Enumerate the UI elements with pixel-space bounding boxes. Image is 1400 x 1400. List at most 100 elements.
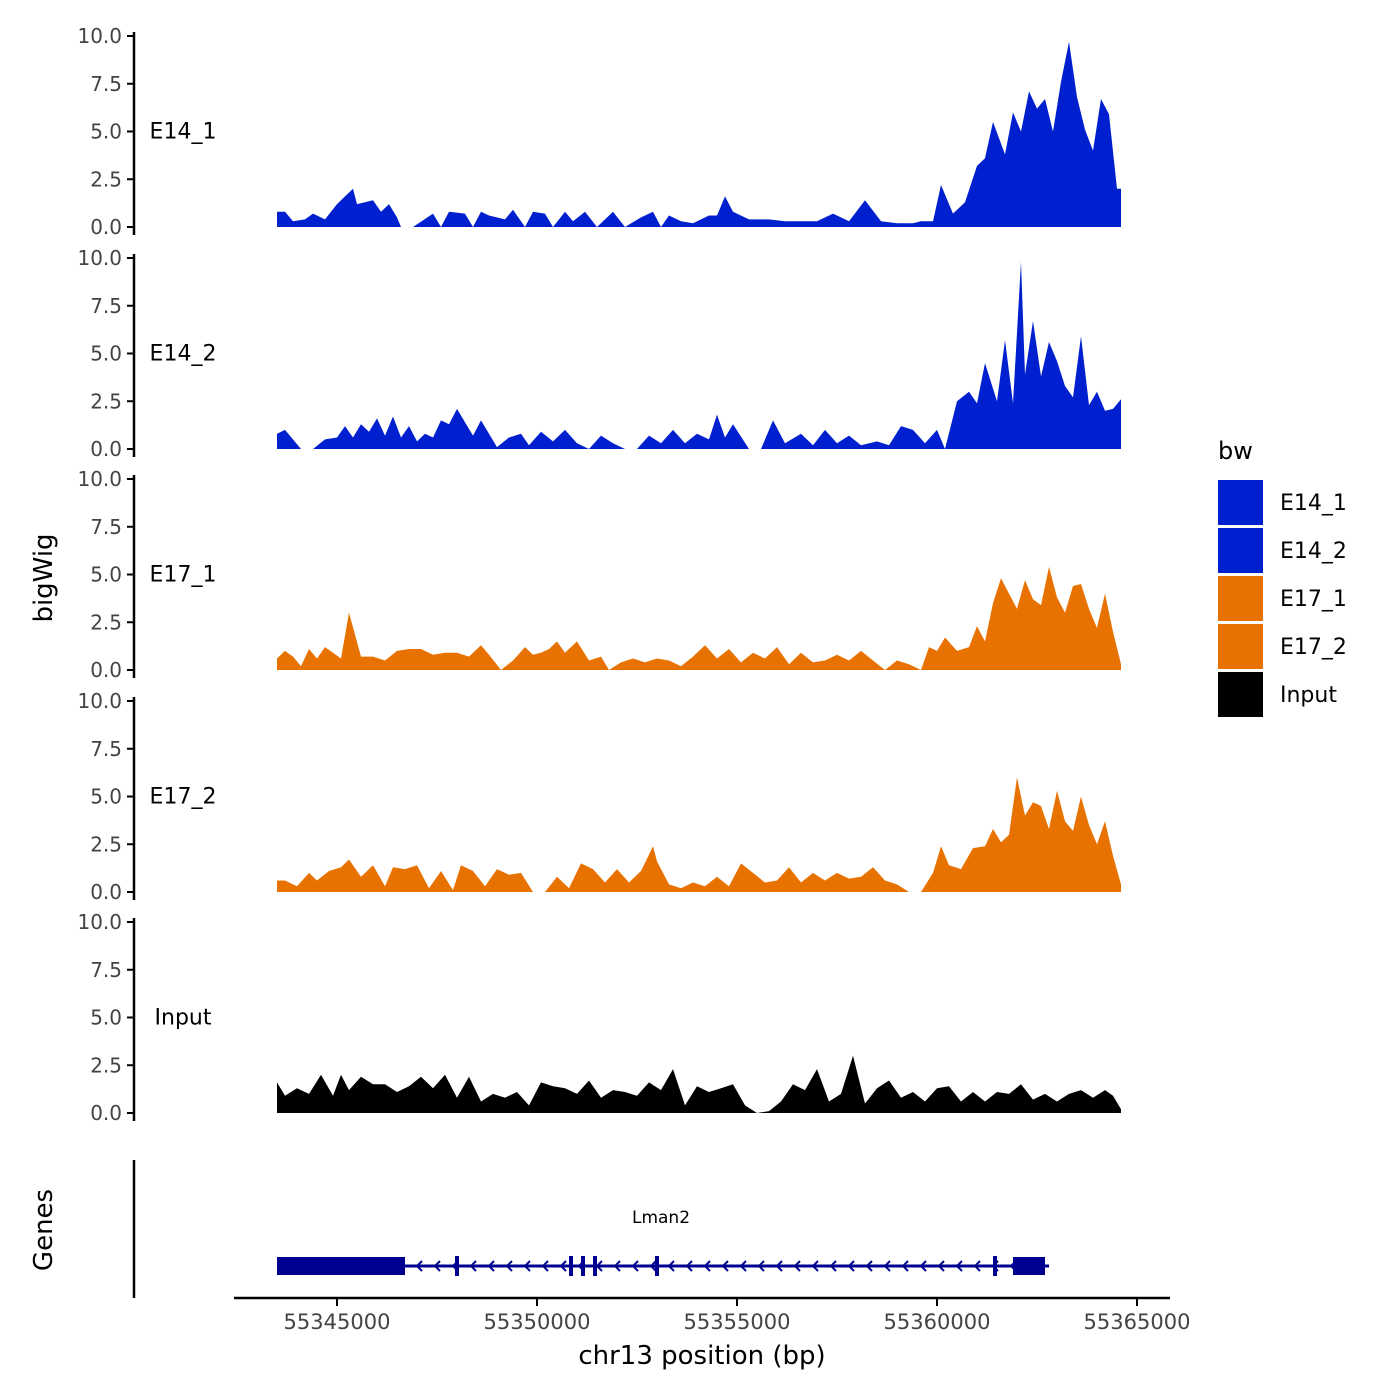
strand-arrow	[739, 1260, 747, 1272]
strand-arrow	[613, 1260, 621, 1272]
legend-label-E14_2: E14_2	[1280, 539, 1347, 564]
strand-arrow	[847, 1260, 855, 1272]
strand-arrow	[415, 1260, 423, 1272]
genes-panel-title: Genes	[29, 1189, 59, 1271]
legend: bw E14_1 E14_2 E17_1 E17_2 Input	[1218, 437, 1347, 717]
y-tick-label: 10.0	[77, 24, 122, 48]
y-tick-label: 10.0	[77, 246, 122, 270]
coverage-area	[277, 1055, 1121, 1113]
strand-arrow	[865, 1260, 873, 1272]
exon	[455, 1256, 459, 1276]
strand-arrow	[793, 1260, 801, 1272]
x-tick-label: 55345000	[284, 1310, 391, 1334]
strand-arrow	[541, 1260, 549, 1272]
exon	[593, 1256, 597, 1276]
track-E14_1: 0.0 2.5 5.0 7.5 10.0 E14_1	[77, 24, 1121, 239]
legend-swatch-E17_2	[1218, 624, 1263, 669]
legend-title: bw	[1218, 437, 1253, 465]
strand-arrow	[919, 1260, 927, 1272]
y-tick-label: 10.0	[77, 910, 122, 934]
strand-arrow	[505, 1260, 513, 1272]
y-tick-label: 5.0	[90, 563, 122, 587]
y-tick-label: 0.0	[90, 880, 122, 904]
exon	[569, 1256, 573, 1276]
y-tick-label: 7.5	[90, 294, 122, 318]
gene-label: Lman2	[632, 1208, 690, 1228]
x-tick-label: 55350000	[484, 1310, 591, 1334]
x-tick-label: 55355000	[684, 1310, 791, 1334]
legend-swatch-E14_2	[1218, 528, 1263, 573]
strand-arrow	[703, 1260, 711, 1272]
y-tick-label: 5.0	[90, 342, 122, 366]
y-tick-label: 2.5	[90, 610, 122, 634]
strand-arrows	[415, 1260, 1017, 1272]
strand-arrow	[883, 1260, 891, 1272]
track-label: E17_1	[150, 563, 217, 588]
legend-swatch-E14_1	[1218, 480, 1263, 525]
track-label: E17_2	[150, 785, 217, 810]
y-tick-label: 2.5	[90, 1053, 122, 1077]
x-axis-title: chr13 position (bp)	[578, 1341, 825, 1371]
y-tick-label: 0.0	[90, 1101, 122, 1125]
strand-arrow	[811, 1260, 819, 1272]
track-E17_2: 0.0 2.5 5.0 7.5 10.0 E17_2	[77, 689, 1121, 904]
legend-swatch-Input	[1218, 672, 1263, 717]
y-tick-label: 5.0	[90, 120, 122, 144]
y-tick-label: 2.5	[90, 832, 122, 856]
y-tick-label: 7.5	[90, 958, 122, 982]
y-tick-label: 0.0	[90, 437, 122, 461]
coverage-area	[277, 41, 1121, 228]
y-tick-label: 5.0	[90, 785, 122, 809]
strand-arrow	[955, 1260, 963, 1272]
track-label: E14_1	[150, 120, 217, 145]
x-tick-label: 55365000	[1084, 1310, 1191, 1334]
track-label: E14_2	[150, 342, 217, 367]
y-axis-title: bigWig	[29, 533, 59, 622]
strand-arrow	[469, 1260, 477, 1272]
y-tick-label: 7.5	[90, 515, 122, 539]
y-tick-label: 10.0	[77, 689, 122, 713]
y-tick-label: 7.5	[90, 72, 122, 96]
exon	[277, 1257, 405, 1275]
exon	[655, 1256, 659, 1276]
y-tick-label: 10.0	[77, 467, 122, 491]
legend-swatch-E17_1	[1218, 576, 1263, 621]
gene-panel: Lman2	[132, 1160, 1049, 1298]
coverage-area	[277, 261, 1121, 449]
exon	[1013, 1257, 1045, 1275]
strand-arrow	[523, 1260, 531, 1272]
y-tick-label: 5.0	[90, 1006, 122, 1030]
strand-arrow	[433, 1260, 441, 1272]
coverage-area	[277, 777, 1121, 892]
x-axis: 55345000 55350000 55355000 55360000 55365000	[234, 1296, 1191, 1334]
bigwig-tracks: 0.0 2.5 5.0 7.5 10.0 E14_1 0.0 2.5 5.0 7.5 10.0 E14…	[77, 24, 1121, 1125]
strand-arrow	[631, 1260, 639, 1272]
exon	[993, 1256, 997, 1276]
strand-arrow	[649, 1260, 657, 1272]
y-tick-label: 0.0	[90, 658, 122, 682]
strand-arrow	[937, 1260, 945, 1272]
strand-arrow	[775, 1260, 783, 1272]
y-tick-label: 2.5	[90, 167, 122, 191]
y-tick-label: 0.0	[90, 215, 122, 239]
strand-arrow	[487, 1260, 495, 1272]
coverage-area	[277, 566, 1121, 670]
strand-arrow	[901, 1260, 909, 1272]
track-Input: 0.0 2.5 5.0 7.5 10.0 Input	[77, 910, 1121, 1125]
track-E17_1: 0.0 2.5 5.0 7.5 10.0 E17_1	[77, 467, 1121, 682]
legend-label-E17_2: E17_2	[1280, 635, 1347, 660]
strand-arrow	[559, 1260, 567, 1272]
y-tick-label: 7.5	[90, 737, 122, 761]
strand-arrow	[685, 1260, 693, 1272]
strand-arrow	[721, 1260, 729, 1272]
gene-Lman2: Lman2	[277, 1208, 1049, 1276]
strand-arrow	[829, 1260, 837, 1272]
strand-arrow	[757, 1260, 765, 1272]
strand-arrow	[667, 1260, 675, 1272]
track-label: Input	[155, 1006, 212, 1031]
legend-label-Input: Input	[1280, 683, 1337, 708]
track-E14_2: 0.0 2.5 5.0 7.5 10.0 E14_2	[77, 246, 1121, 461]
legend-label-E14_1: E14_1	[1280, 491, 1347, 516]
exon	[581, 1256, 585, 1276]
